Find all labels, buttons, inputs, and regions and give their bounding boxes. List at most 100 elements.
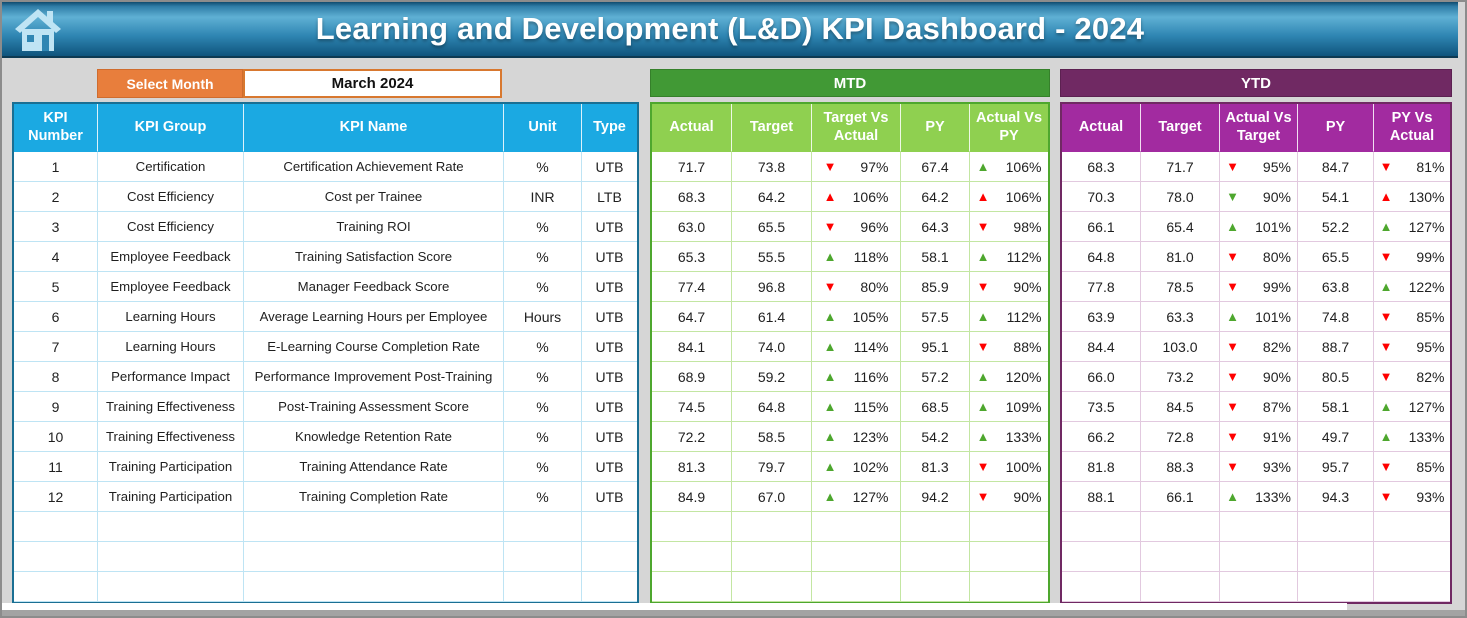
cell-ytd-target[interactable]: 84.5 bbox=[1141, 392, 1220, 422]
cell-ytd-py[interactable]: 58.1 bbox=[1298, 392, 1374, 422]
empty-cell[interactable] bbox=[504, 542, 582, 572]
cell-ytd-py-vs-actual[interactable]: ▲ 122% bbox=[1374, 272, 1450, 302]
cell-kpi-name[interactable]: Cost per Trainee bbox=[244, 182, 504, 212]
cell-ytd-py[interactable]: 94.3 bbox=[1298, 482, 1374, 512]
empty-cell[interactable] bbox=[14, 572, 98, 602]
cell-kpi-group[interactable]: Performance Impact bbox=[98, 362, 244, 392]
cell-mtd-target-vs-actual[interactable]: ▼ 97% bbox=[812, 152, 901, 182]
cell-ytd-actual[interactable]: 88.1 bbox=[1062, 482, 1141, 512]
empty-cell[interactable] bbox=[901, 542, 970, 572]
cell-ytd-actual-vs-target[interactable]: ▼ 95% bbox=[1220, 152, 1298, 182]
empty-cell[interactable] bbox=[901, 572, 970, 602]
cell-ytd-py[interactable]: 49.7 bbox=[1298, 422, 1374, 452]
empty-cell[interactable] bbox=[1374, 512, 1450, 542]
cell-mtd-target-vs-actual[interactable]: ▼ 80% bbox=[812, 272, 901, 302]
cell-kpi-group[interactable]: Employee Feedback bbox=[98, 242, 244, 272]
cell-unit[interactable]: Hours bbox=[504, 302, 582, 332]
cell-ytd-actual[interactable]: 63.9 bbox=[1062, 302, 1141, 332]
cell-ytd-py-vs-actual[interactable]: ▼ 93% bbox=[1374, 482, 1450, 512]
cell-ytd-actual[interactable]: 66.0 bbox=[1062, 362, 1141, 392]
cell-ytd-target[interactable]: 78.0 bbox=[1141, 182, 1220, 212]
cell-ytd-actual-vs-target[interactable]: ▼ 99% bbox=[1220, 272, 1298, 302]
cell-ytd-target[interactable]: 73.2 bbox=[1141, 362, 1220, 392]
cell-mtd-target[interactable]: 59.2 bbox=[732, 362, 812, 392]
cell-kpi-group[interactable]: Training Participation bbox=[98, 452, 244, 482]
empty-cell[interactable] bbox=[812, 572, 901, 602]
cell-kpi-name[interactable]: Performance Improvement Post-Training bbox=[244, 362, 504, 392]
cell-type[interactable]: UTB bbox=[582, 362, 637, 392]
empty-cell[interactable] bbox=[1141, 512, 1220, 542]
cell-ytd-actual[interactable]: 81.8 bbox=[1062, 452, 1141, 482]
cell-kpi-number[interactable]: 4 bbox=[14, 242, 98, 272]
cell-unit[interactable]: % bbox=[504, 362, 582, 392]
empty-cell[interactable] bbox=[1220, 542, 1298, 572]
cell-ytd-py-vs-actual[interactable]: ▲ 130% bbox=[1374, 182, 1450, 212]
cell-mtd-py[interactable]: 85.9 bbox=[901, 272, 970, 302]
cell-mtd-actual[interactable]: 68.3 bbox=[652, 182, 732, 212]
cell-ytd-actual[interactable]: 64.8 bbox=[1062, 242, 1141, 272]
cell-ytd-py-vs-actual[interactable]: ▲ 127% bbox=[1374, 392, 1450, 422]
cell-mtd-actual-vs-py[interactable]: ▼ 90% bbox=[970, 482, 1048, 512]
cell-ytd-actual[interactable]: 84.4 bbox=[1062, 332, 1141, 362]
cell-type[interactable]: UTB bbox=[582, 152, 637, 182]
cell-mtd-actual-vs-py[interactable]: ▲ 133% bbox=[970, 422, 1048, 452]
cell-ytd-target[interactable]: 63.3 bbox=[1141, 302, 1220, 332]
cell-mtd-target-vs-actual[interactable]: ▲ 116% bbox=[812, 362, 901, 392]
cell-mtd-actual[interactable]: 72.2 bbox=[652, 422, 732, 452]
cell-ytd-actual-vs-target[interactable]: ▼ 90% bbox=[1220, 182, 1298, 212]
cell-kpi-group[interactable]: Cost Efficiency bbox=[98, 212, 244, 242]
cell-mtd-target[interactable]: 64.8 bbox=[732, 392, 812, 422]
cell-ytd-target[interactable]: 65.4 bbox=[1141, 212, 1220, 242]
cell-type[interactable]: UTB bbox=[582, 392, 637, 422]
cell-mtd-py[interactable]: 81.3 bbox=[901, 452, 970, 482]
cell-ytd-py[interactable]: 84.7 bbox=[1298, 152, 1374, 182]
cell-ytd-actual[interactable]: 66.1 bbox=[1062, 212, 1141, 242]
cell-ytd-py-vs-actual[interactable]: ▼ 99% bbox=[1374, 242, 1450, 272]
cell-kpi-name[interactable]: Knowledge Retention Rate bbox=[244, 422, 504, 452]
cell-mtd-actual-vs-py[interactable]: ▲ 112% bbox=[970, 242, 1048, 272]
cell-kpi-group[interactable]: Training Effectiveness bbox=[98, 422, 244, 452]
cell-kpi-name[interactable]: Training Satisfaction Score bbox=[244, 242, 504, 272]
cell-mtd-target[interactable]: 61.4 bbox=[732, 302, 812, 332]
cell-mtd-actual-vs-py[interactable]: ▼ 88% bbox=[970, 332, 1048, 362]
cell-unit[interactable]: % bbox=[504, 212, 582, 242]
cell-ytd-py[interactable]: 52.2 bbox=[1298, 212, 1374, 242]
cell-mtd-py[interactable]: 67.4 bbox=[901, 152, 970, 182]
cell-ytd-py-vs-actual[interactable]: ▲ 133% bbox=[1374, 422, 1450, 452]
empty-cell[interactable] bbox=[14, 512, 98, 542]
cell-unit[interactable]: % bbox=[504, 332, 582, 362]
cell-unit[interactable]: INR bbox=[504, 182, 582, 212]
cell-ytd-py[interactable]: 74.8 bbox=[1298, 302, 1374, 332]
cell-ytd-actual[interactable]: 66.2 bbox=[1062, 422, 1141, 452]
cell-mtd-actual-vs-py[interactable]: ▲ 112% bbox=[970, 302, 1048, 332]
empty-cell[interactable] bbox=[582, 542, 637, 572]
cell-type[interactable]: UTB bbox=[582, 422, 637, 452]
cell-mtd-py[interactable]: 58.1 bbox=[901, 242, 970, 272]
empty-cell[interactable] bbox=[98, 512, 244, 542]
empty-cell[interactable] bbox=[504, 512, 582, 542]
empty-cell[interactable] bbox=[970, 572, 1048, 602]
empty-cell[interactable] bbox=[732, 512, 812, 542]
cell-mtd-target[interactable]: 64.2 bbox=[732, 182, 812, 212]
cell-mtd-actual-vs-py[interactable]: ▲ 106% bbox=[970, 182, 1048, 212]
cell-ytd-actual-vs-target[interactable]: ▲ 101% bbox=[1220, 302, 1298, 332]
cell-ytd-py[interactable]: 65.5 bbox=[1298, 242, 1374, 272]
cell-kpi-name[interactable]: Training Completion Rate bbox=[244, 482, 504, 512]
empty-cell[interactable] bbox=[98, 542, 244, 572]
empty-cell[interactable] bbox=[1374, 542, 1450, 572]
cell-kpi-name[interactable]: E-Learning Course Completion Rate bbox=[244, 332, 504, 362]
cell-mtd-py[interactable]: 94.2 bbox=[901, 482, 970, 512]
cell-mtd-target-vs-actual[interactable]: ▲ 102% bbox=[812, 452, 901, 482]
cell-kpi-group[interactable]: Training Participation bbox=[98, 482, 244, 512]
empty-cell[interactable] bbox=[652, 512, 732, 542]
cell-ytd-py-vs-actual[interactable]: ▼ 85% bbox=[1374, 452, 1450, 482]
cell-mtd-py[interactable]: 64.3 bbox=[901, 212, 970, 242]
cell-ytd-py[interactable]: 54.1 bbox=[1298, 182, 1374, 212]
cell-mtd-actual[interactable]: 84.9 bbox=[652, 482, 732, 512]
cell-ytd-actual[interactable]: 77.8 bbox=[1062, 272, 1141, 302]
cell-ytd-actual-vs-target[interactable]: ▲ 101% bbox=[1220, 212, 1298, 242]
cell-type[interactable]: UTB bbox=[582, 482, 637, 512]
home-button[interactable] bbox=[14, 7, 62, 53]
cell-mtd-actual[interactable]: 65.3 bbox=[652, 242, 732, 272]
cell-ytd-actual[interactable]: 68.3 bbox=[1062, 152, 1141, 182]
